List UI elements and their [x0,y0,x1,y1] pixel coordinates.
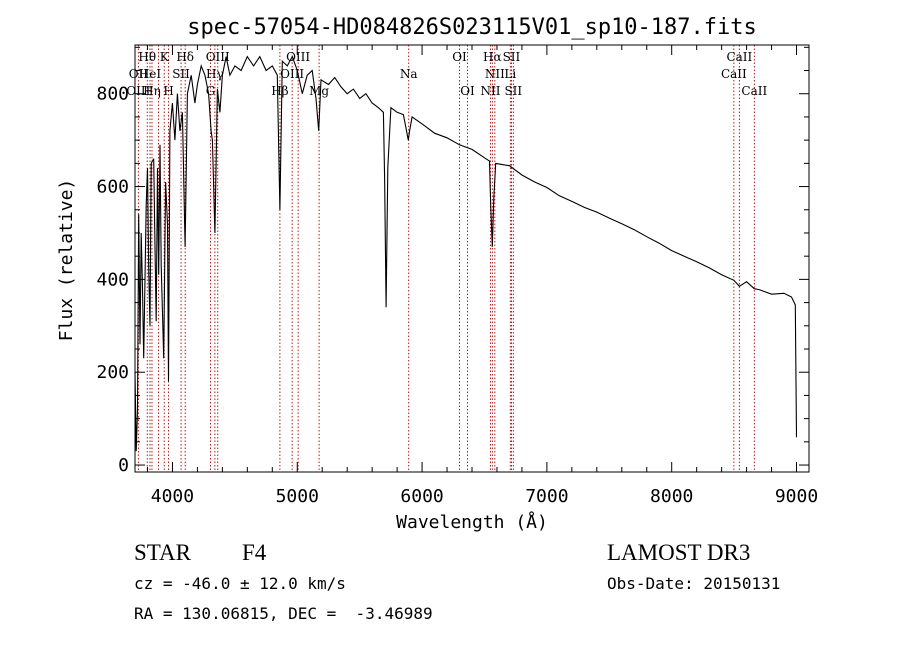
line-label: NII [485,67,505,81]
line-label: Na [400,67,418,81]
line-label: OIII [286,50,310,64]
line-label: Mg [309,84,329,98]
line-label: NII [480,84,500,98]
x-axis-label: Wavelength (Å) [396,511,548,533]
plot-frame [134,44,810,473]
y-tick-label: 600 [96,177,129,198]
line-label: Hη [143,84,161,98]
y-axis: 0 200 400 600 800 [96,46,809,476]
line-label: OII [129,67,149,81]
line-label: Hα [483,50,502,64]
x-tick-label: 7000 [525,486,568,507]
chart-title: spec-57054-HD084826S023115V01_sp10-187.f… [187,15,757,40]
line-label: SII [172,67,190,81]
line-annotations: HθOIIOIIIHeIHηKSIIHHδGOIIIHγHβOIIIOIIIMg… [126,50,767,98]
y-tick-label: 200 [96,362,129,383]
observation-date: Obs-Date: 20150131 [607,574,781,593]
line-label: OIII [280,67,304,81]
x-tick-label: 8000 [650,486,693,507]
line-label: OIII [126,84,150,98]
coordinates: RA = 130.06815, DEC = -3.46989 [134,604,433,623]
line-label: OI [452,50,467,64]
line-label: SII [504,84,522,98]
x-tick-label: 4000 [151,486,194,507]
line-label: OI [460,84,475,98]
flux-series-line [134,55,798,452]
x-axis: 4000 5000 6000 7000 8000 9000 [146,45,818,507]
object-type: STAR [134,540,191,565]
y-tick-label: 800 [96,84,129,105]
line-label: H [163,84,173,98]
y-axis-label: Flux (relative) [56,179,77,342]
spectral-subclass: F4 [242,540,267,565]
survey-name: LAMOST DR3 [607,540,751,565]
line-markers [137,45,755,472]
redshift-velocity: cz = -46.0 ± 12.0 km/s [134,574,346,593]
line-label: Hθ [138,50,156,64]
line-label: K [160,50,170,64]
line-label: OIII [206,50,230,64]
line-label: SII [503,50,521,64]
line-label: CaII [726,50,752,64]
line-label: G [206,84,216,98]
line-label: Hδ [176,50,194,64]
y-tick-label: 0 [118,455,129,476]
line-label: Hγ [206,67,224,81]
x-tick-label: 6000 [400,486,443,507]
line-label: HeI [139,67,162,81]
line-label: CaII [721,67,747,81]
x-tick-label: 5000 [276,486,319,507]
line-label: Hβ [271,84,288,98]
x-tick-label: 9000 [775,486,818,507]
line-label: Li [504,67,516,81]
y-tick-label: 400 [96,269,129,290]
line-label: CaII [741,84,767,98]
